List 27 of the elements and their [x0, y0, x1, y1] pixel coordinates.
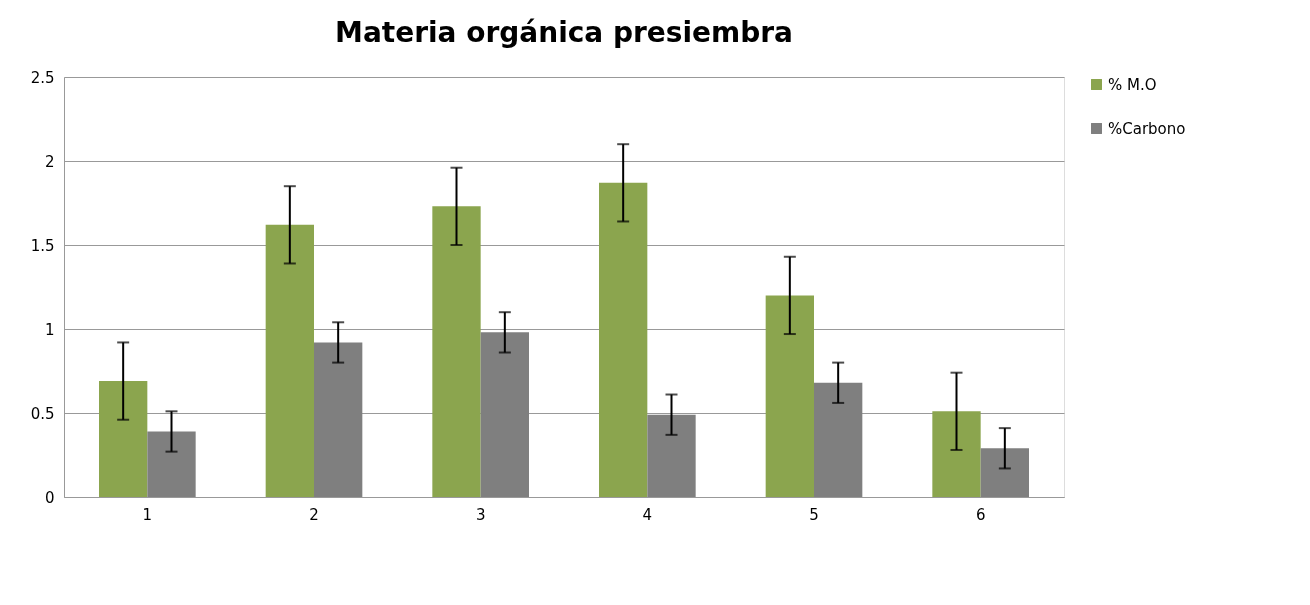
- y-tick-label: 0: [44, 488, 55, 507]
- legend-label: %Carbono: [1108, 119, 1186, 138]
- bar: [814, 382, 863, 497]
- bar: [647, 414, 696, 497]
- y-tick-label: 2: [44, 152, 55, 171]
- chart-title: Materia orgánica presiembra: [335, 16, 793, 49]
- bar: [932, 411, 981, 497]
- bar: [432, 206, 481, 497]
- bar: [980, 448, 1029, 497]
- bar: [765, 295, 814, 497]
- bar: [314, 342, 363, 497]
- x-tick-label: 4: [642, 505, 653, 524]
- x-tick-label: 3: [475, 505, 486, 524]
- legend-label: % M.O: [1108, 75, 1157, 94]
- x-tick-label: 1: [142, 505, 153, 524]
- bar: [599, 182, 648, 497]
- y-tick-label: 1.5: [30, 236, 55, 255]
- bar: [99, 381, 148, 497]
- x-tick-label: 5: [809, 505, 819, 524]
- x-tick-label: 2: [309, 505, 319, 524]
- y-tick-label: 2.5: [30, 68, 55, 87]
- x-tick-label: 6: [975, 505, 986, 524]
- y-tick-label: 0.5: [30, 404, 55, 423]
- bar: [480, 332, 529, 497]
- y-tick-label: 1: [44, 320, 55, 339]
- bar: [265, 224, 314, 497]
- bar: [147, 431, 196, 497]
